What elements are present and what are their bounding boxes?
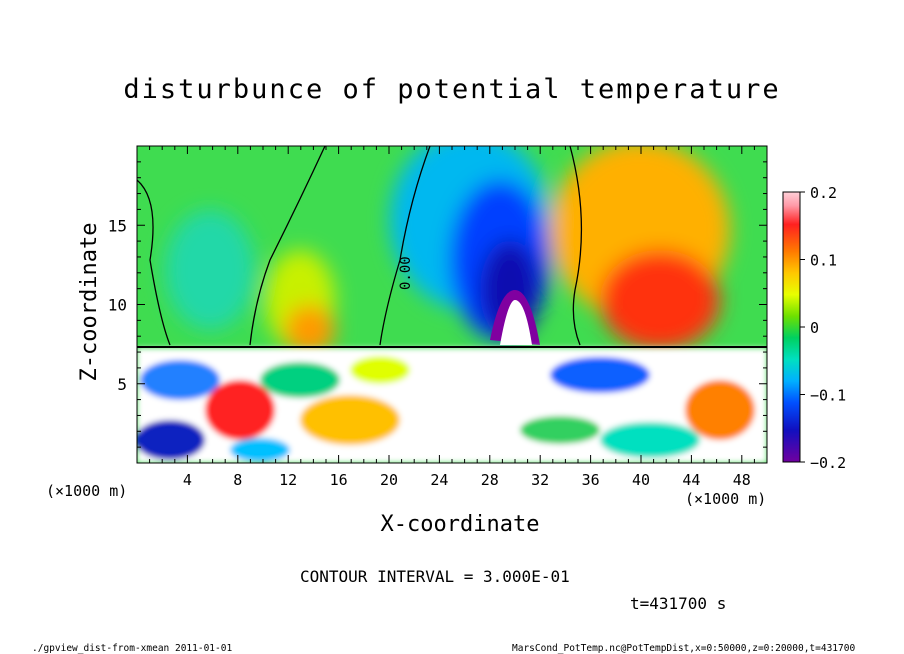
x-tick-label: 16 xyxy=(330,471,348,489)
x-tick-label: 48 xyxy=(733,471,751,489)
y-tick-label: 5 xyxy=(117,375,127,394)
x-tick-label: 4 xyxy=(183,471,192,489)
timestamp: t=431700 s xyxy=(630,594,727,613)
x-tick-label: 36 xyxy=(582,471,600,489)
y-tick-label: 10 xyxy=(108,296,127,315)
x-tick-label: 12 xyxy=(279,471,297,489)
x-tick-label: 20 xyxy=(380,471,398,489)
footer-left: ./gpview_dist-from-xmean 2011-01-01 xyxy=(32,643,233,654)
x-unit-left: (×1000 m) xyxy=(46,482,128,500)
colorbar-tick-label: 0.1 xyxy=(810,252,837,270)
y-axis-label: Z-coordinate xyxy=(77,222,102,382)
colorbar-ticks: 0.2 0.1 0 −0.1 −0.2 xyxy=(800,184,846,472)
x-unit-right: (×1000 m) xyxy=(685,490,767,508)
colorbar-tick-label: −0.1 xyxy=(810,387,846,405)
y-tick-label: 15 xyxy=(108,216,127,235)
colorbar-tick-label: 0 xyxy=(810,319,819,337)
contour-lines xyxy=(137,146,767,348)
x-tick-label: 40 xyxy=(632,471,650,489)
x-axis-ticks: 4 8 12 16 20 24 28 32 36 40 44 48 xyxy=(149,146,755,489)
x-tick-label: 32 xyxy=(531,471,549,489)
colorbar xyxy=(782,191,801,463)
contour-label: 0.00 xyxy=(398,256,414,290)
x-tick-label: 24 xyxy=(430,471,448,489)
x-tick-label: 44 xyxy=(682,471,700,489)
footer-right: MarsCond_PotTemp.nc@PotTempDist,x=0:5000… xyxy=(512,643,856,654)
chart-title: disturbunce of potential temperature xyxy=(123,74,781,105)
x-tick-label: 8 xyxy=(233,471,242,489)
heatmap-field xyxy=(137,146,767,463)
x-axis-label: X-coordinate xyxy=(380,512,540,537)
colorbar-tick-label: −0.2 xyxy=(810,454,846,472)
contour-interval: CONTOUR INTERVAL = 3.000E-01 xyxy=(300,567,570,586)
x-tick-label: 28 xyxy=(481,471,499,489)
colorbar-tick-label: 0.2 xyxy=(810,184,837,202)
y-axis-ticks: 5 10 15 xyxy=(108,161,767,448)
